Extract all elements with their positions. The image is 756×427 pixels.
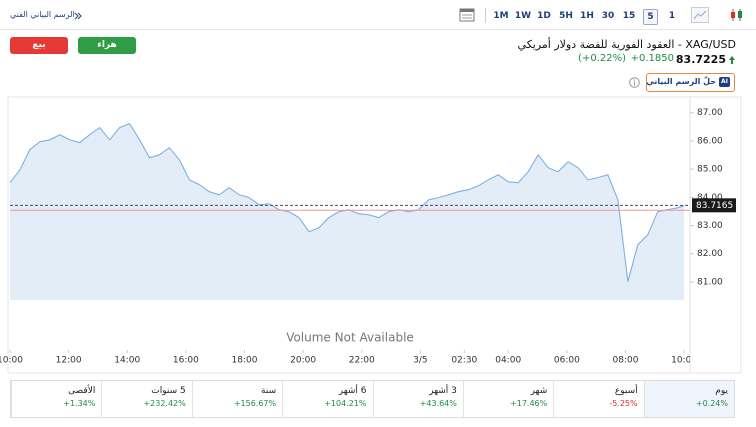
period-change: +1.34%: [63, 399, 96, 408]
period-change: +232.42%: [143, 399, 186, 408]
performance-cell[interactable]: 5 سنوات +232.42%: [101, 381, 191, 417]
x-tick-label: 04:00: [495, 356, 521, 366]
info-icon[interactable]: [629, 77, 640, 88]
toolbar: [0, 0, 756, 30]
x-tick-label: 10:00: [671, 356, 697, 366]
ai-badge: AI: [719, 77, 730, 87]
period-label: الأقصى: [68, 386, 96, 396]
period-change: +156.67%: [233, 399, 277, 408]
last-price-box: [692, 198, 736, 213]
period-label: 6 أشهر: [338, 386, 367, 396]
y-tick-label: 83.00: [697, 221, 723, 231]
period-label: يوم: [715, 386, 728, 396]
period-label: شهر: [530, 386, 548, 396]
timeframe-button[interactable]: 1M: [493, 11, 509, 21]
y-tick-label: 81.00: [697, 277, 723, 287]
ai-button-label: حلّ الرسم البياني: [646, 77, 716, 86]
table-icon[interactable]: [459, 8, 475, 22]
area-fill: [10, 123, 685, 300]
period-change: -5.25%: [609, 399, 638, 408]
chevron-icon: [74, 12, 82, 20]
performance-cell[interactable]: الأقصى +1.34%: [11, 381, 101, 417]
x-tick-label: 3/5: [413, 356, 427, 366]
performance-cell[interactable]: سنة +156.67%: [191, 381, 282, 417]
performance-cell[interactable]: شهر +17.46%: [462, 381, 553, 417]
y-tick-label: 87.00: [697, 108, 723, 118]
x-tick-label: 16:00: [173, 356, 199, 366]
performance-bar: يوم +0.24% أسبوع -5.25% شهر +17.46% 3 أشهر +43.…: [10, 380, 735, 418]
price-change-pct: (+0.22%): [578, 53, 626, 64]
y-tick-label: 82.00: [697, 249, 723, 259]
performance-cell[interactable]: 6 أشهر +104.21%: [282, 381, 372, 417]
timeframe-button[interactable]: 1: [668, 11, 676, 21]
timeframe-button[interactable]: 1D: [537, 11, 551, 21]
up-arrow: [729, 56, 735, 64]
price: 83.7225: [675, 53, 726, 66]
ai-button[interactable]: [646, 73, 735, 92]
timeframe-button[interactable]: 15: [622, 11, 636, 21]
x-tick-label: 02:30: [451, 356, 477, 366]
x-tick-label: 14:00: [114, 356, 140, 366]
performance-cell[interactable]: 3 أشهر +43.64%: [372, 381, 463, 417]
chart: 10:00 12:00 14:00 16:00 18:00 20:00 22:00 3/5 02…: [0, 96, 742, 374]
timeframe-button[interactable]: 30: [601, 11, 615, 21]
y-tick-label: 86.00: [697, 136, 723, 146]
period-change: +43.64%: [419, 399, 457, 408]
x-tick-label: 08:00: [613, 356, 639, 366]
chart-frame: [7, 96, 742, 374]
instrument-title: XAG/USD - العقود الفورية للفضة دولار أمر…: [517, 38, 736, 51]
period-label: 3 أشهر: [429, 386, 457, 396]
x-tick-label: 12:00: [56, 356, 82, 366]
y-tick-label: 85.00: [697, 165, 723, 175]
period-label: أسبوع: [614, 386, 638, 396]
timeframe-button[interactable]: 5: [643, 9, 658, 25]
y-tick-label: 84.00: [697, 193, 723, 203]
candle-icon[interactable]: [729, 7, 745, 23]
last-price-label: 83.7165: [696, 201, 733, 211]
x-tick-label: 22:00: [349, 356, 375, 366]
separator: [485, 8, 486, 23]
period-label: 5 سنوات: [151, 386, 186, 396]
timeframe-button[interactable]: 5H: [559, 11, 573, 21]
volume-note: Volume Not Available: [286, 331, 414, 345]
x-tick-label: 10:00: [0, 356, 23, 366]
price-line: [9, 123, 685, 282]
x-tick-label: 20:00: [290, 356, 316, 366]
x-tick-label: 06:00: [554, 356, 580, 366]
period-change: +0.24%: [695, 399, 728, 408]
buy-button[interactable]: هراء: [78, 37, 136, 54]
period-change: +17.46%: [510, 399, 548, 408]
timeframe-button[interactable]: 1W: [514, 11, 532, 21]
back-link[interactable]: الرسم البياني الفني: [10, 10, 75, 19]
performance-cell[interactable]: يوم +0.24%: [643, 381, 734, 417]
price-change: +0.1850: [630, 53, 674, 64]
line-chart-icon[interactable]: [691, 7, 709, 23]
period-change: +104.21%: [324, 399, 367, 408]
performance-cell[interactable]: أسبوع -5.25%: [553, 381, 643, 417]
x-axis: 10:00 12:00 14:00 16:00 18:00 20:00 22:00 3/5 02…: [0, 350, 697, 366]
period-label: سنة: [261, 386, 277, 396]
sell-button[interactable]: بيع: [10, 37, 68, 54]
timeframe-button[interactable]: 1H: [580, 11, 594, 21]
x-tick-label: 18:00: [232, 356, 258, 366]
